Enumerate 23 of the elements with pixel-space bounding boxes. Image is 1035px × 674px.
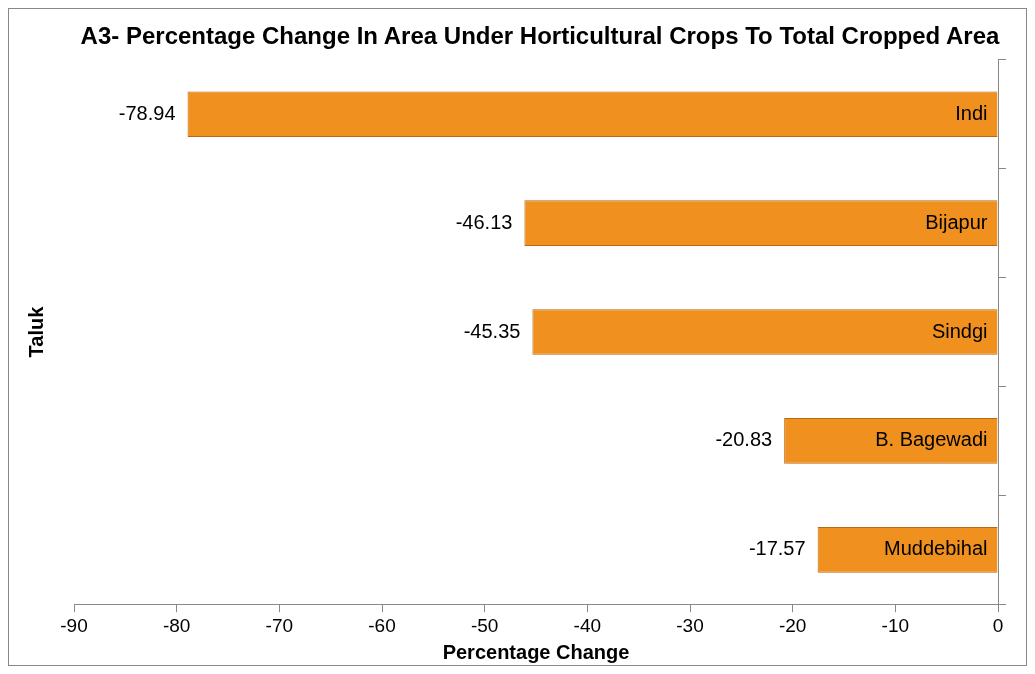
x-tick-label: 0: [992, 614, 1004, 636]
x-tick-label: -80: [162, 614, 191, 636]
y-tick-label: Bijapur: [925, 210, 988, 233]
y-tick-label: Sindgi: [931, 319, 988, 342]
x-tick-label: -40: [573, 614, 602, 636]
x-tick-label: -90: [60, 614, 88, 636]
chart-title: A3- Percentage Change In Area Under Horticultural Crops To Total Cropped Area: [80, 22, 1001, 50]
x-tick-label: -50: [470, 614, 499, 636]
y-tick-label: Indi: [955, 101, 988, 124]
x-tick-label: -70: [265, 614, 294, 636]
x-tick-label: -20: [778, 614, 807, 636]
data-label: -78.94: [118, 101, 176, 124]
x-axis-title: Percentage Change: [442, 640, 630, 663]
data-label: -46.13: [455, 210, 513, 233]
x-tick-label: -10: [881, 614, 910, 636]
y-tick-label: B. Bagewadi: [875, 428, 988, 451]
data-label: -17.57: [748, 537, 806, 560]
data-label: -20.83: [715, 428, 773, 451]
x-tick-label: -30: [676, 614, 704, 636]
data-label: -45.35: [463, 319, 521, 342]
x-tick-label: -60: [368, 614, 396, 636]
y-axis-title: Taluk: [24, 305, 47, 358]
y-tick-label: Muddebihal: [884, 537, 988, 560]
